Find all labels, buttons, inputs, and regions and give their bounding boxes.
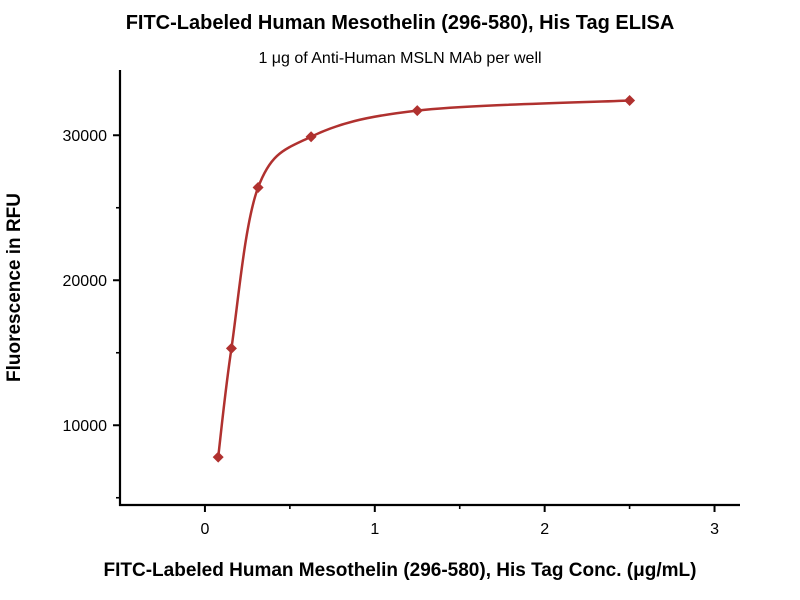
data-point-marker: [252, 181, 264, 193]
svg-text:20000: 20000: [63, 273, 108, 290]
data-point-marker: [305, 131, 317, 143]
data-point-marker: [212, 451, 224, 463]
chart-title: FITC-Labeled Human Mesothelin (296-580),…: [125, 12, 675, 34]
data-point-marker: [225, 342, 237, 354]
chart-subtitle: 1 μg of Anti-Human MSLN MAb per well: [258, 50, 542, 67]
svg-text:2: 2: [540, 521, 549, 538]
svg-text:3: 3: [710, 521, 719, 538]
fit-curve: [216, 99, 631, 459]
svg-text:30000: 30000: [63, 128, 108, 145]
svg-text:0: 0: [200, 521, 209, 538]
svg-text:10000: 10000: [63, 418, 108, 435]
svg-text:1: 1: [370, 521, 379, 538]
x-axis-label: FITC-Labeled Human Mesothelin (296-580),…: [103, 560, 697, 581]
data-point-marker: [624, 94, 636, 106]
data-point-marker: [411, 105, 423, 117]
